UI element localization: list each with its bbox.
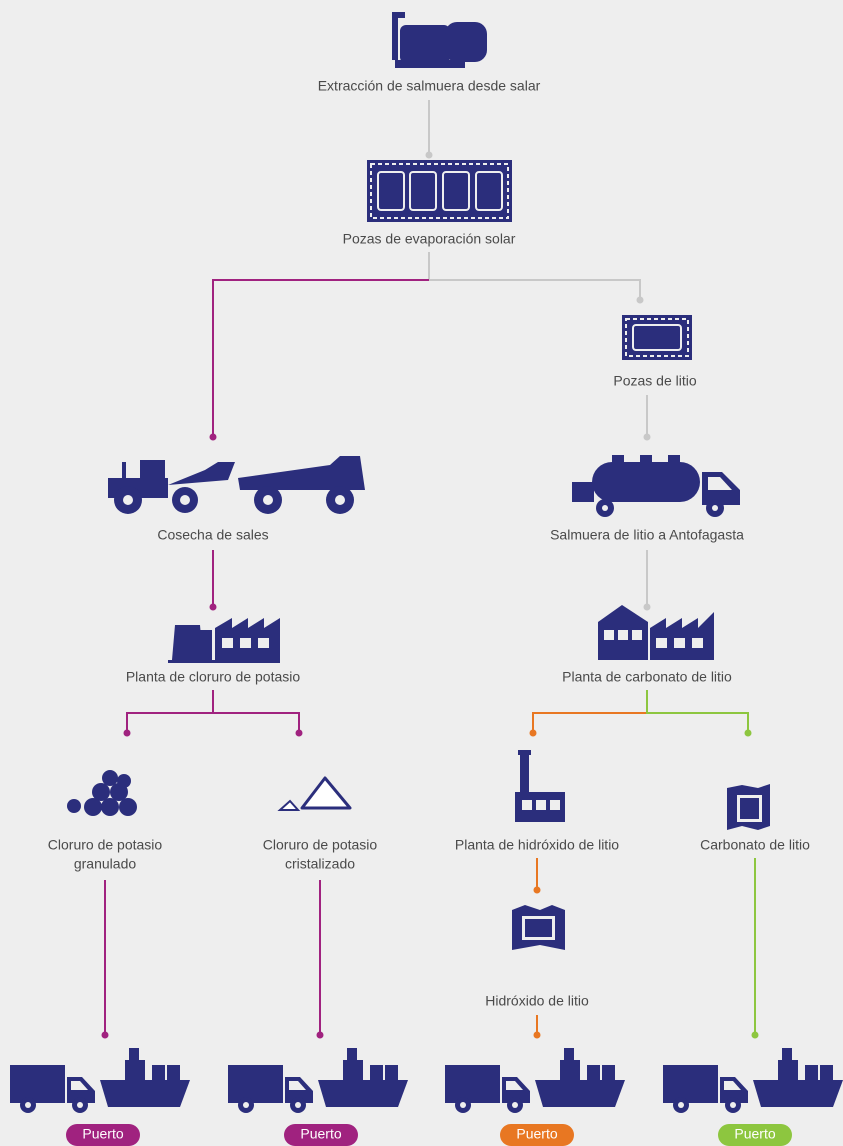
- icon-carbonate-bag: [727, 784, 770, 830]
- port-label: Puerto: [516, 1126, 557, 1142]
- node-label: Hidróxido de litio: [485, 993, 589, 1009]
- icon-harvest-vehicles: [108, 456, 365, 514]
- node-label: granulado: [74, 856, 136, 872]
- node-label: Cloruro de potasio: [263, 837, 378, 853]
- node-label: Cosecha de sales: [157, 527, 268, 543]
- node-label: Planta de carbonato de litio: [562, 669, 732, 685]
- diagram: Extracción de salmuera desde salar Pozas…: [0, 0, 843, 1146]
- icon-evaporation-ponds: [367, 160, 512, 222]
- icon-tanker-truck: [572, 455, 740, 517]
- icon-potassium-plant: [168, 618, 280, 663]
- port-label: Puerto: [82, 1126, 123, 1142]
- port-label: Puerto: [300, 1126, 341, 1142]
- node-label: Pozas de evaporación solar: [343, 231, 516, 247]
- icon-carbonate-plant: [598, 605, 714, 660]
- icon-hydroxide-bags: [512, 905, 565, 950]
- node-label: Planta de cloruro de potasio: [126, 669, 301, 685]
- node-label: Salmuera de litio a Antofagasta: [550, 527, 744, 543]
- icon-pump: [392, 12, 487, 68]
- node-label: Extracción de salmuera desde salar: [318, 78, 541, 94]
- node-label: Cloruro de potasio: [48, 837, 163, 853]
- icon-port-transport: [445, 1048, 625, 1113]
- icon-lithium-pond: [622, 315, 692, 360]
- node-label: Carbonato de litio: [700, 837, 810, 853]
- icon-port-transport: [10, 1048, 190, 1113]
- node-label: cristalizado: [285, 856, 355, 872]
- port-label: Puerto: [734, 1126, 775, 1142]
- node-label: Pozas de litio: [613, 373, 696, 389]
- icon-crystals: [280, 778, 350, 810]
- icon-port-transport: [663, 1048, 843, 1113]
- node-label: Planta de hidróxido de litio: [455, 837, 619, 853]
- icon-hydroxide-plant: [515, 750, 565, 822]
- icon-port-transport: [228, 1048, 408, 1113]
- icon-granules: [67, 770, 137, 816]
